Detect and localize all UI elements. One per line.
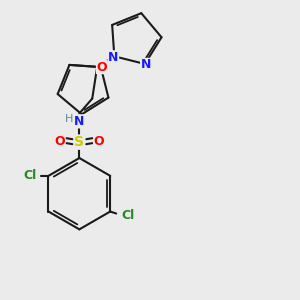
Text: O: O: [94, 135, 104, 148]
Text: Cl: Cl: [23, 169, 36, 182]
Text: S: S: [74, 135, 84, 149]
Text: H: H: [65, 114, 74, 124]
Text: N: N: [141, 58, 151, 71]
Text: N: N: [108, 51, 118, 64]
Text: O: O: [54, 135, 65, 148]
Text: Cl: Cl: [122, 209, 135, 222]
Text: O: O: [97, 61, 107, 74]
Text: N: N: [74, 115, 85, 128]
